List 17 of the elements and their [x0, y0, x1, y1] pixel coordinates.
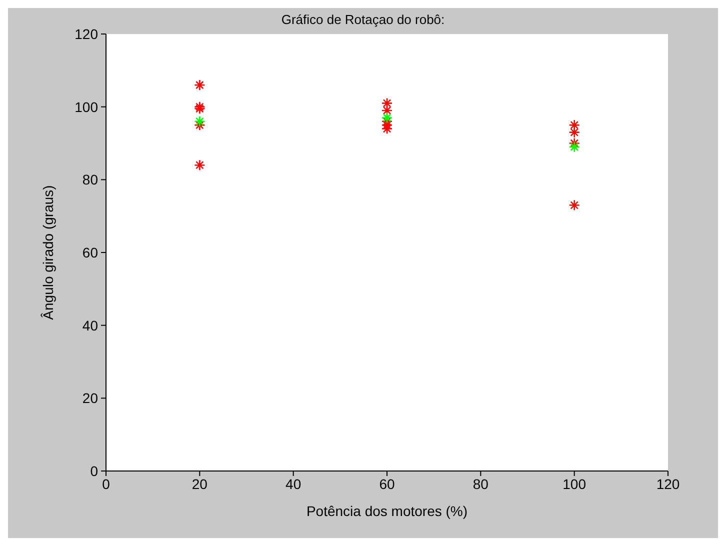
x-tick-label: 120 — [656, 476, 680, 492]
x-tick-label: 0 — [102, 476, 110, 492]
y-tick-label: 80 — [82, 172, 98, 188]
y-tick-label: 40 — [82, 317, 98, 334]
y-tick-label: 120 — [74, 26, 98, 42]
x-axis-title: Potência dos motores (%) — [306, 503, 468, 519]
x-tick-label: 100 — [562, 476, 586, 492]
y-tick-label: 20 — [82, 390, 98, 406]
y-axis-title: Ângulo girado (graus) — [40, 185, 56, 320]
y-tick-label: 60 — [82, 244, 98, 260]
x-tick-label: 20 — [192, 476, 208, 492]
y-tick-label: 100 — [74, 98, 98, 115]
y-tick-label: 0 — [90, 462, 98, 479]
x-tick-label: 60 — [379, 476, 395, 492]
x-tick-label: 40 — [286, 476, 302, 492]
x-tick-label: 80 — [472, 476, 489, 492]
chart-title: Gráfico de Rotaçao do robô: — [280, 12, 446, 27]
